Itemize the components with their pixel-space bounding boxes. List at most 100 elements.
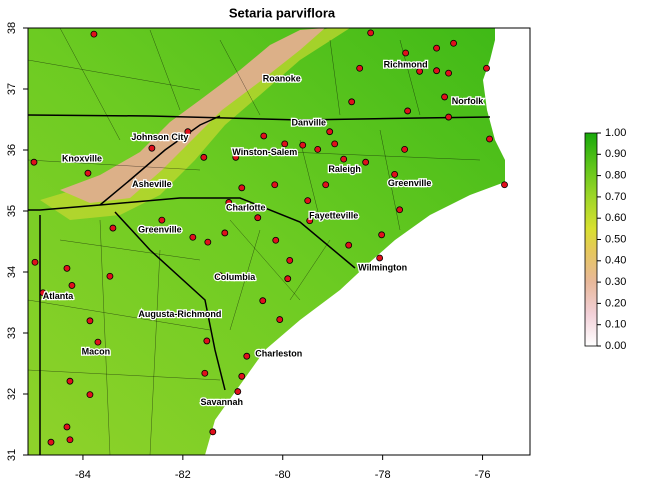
colorbar-tick-label: 0.40 (605, 255, 626, 267)
city-label: Richmond (384, 60, 428, 70)
occurrence-point (391, 170, 399, 178)
occurrence-point (441, 93, 448, 101)
colorbar (584, 132, 598, 347)
y-tick-label: 32 (6, 388, 18, 400)
x-tick-label: -76 (475, 469, 491, 481)
occurrence-point (201, 369, 209, 377)
x-tick-label: -84 (75, 469, 91, 481)
occurrence-point (331, 140, 339, 148)
occurrence-point (238, 372, 246, 380)
occurrence-point (148, 144, 156, 152)
map-title: Setaria parviflora (229, 5, 336, 20)
colorbar-tick-label: 0.20 (605, 297, 626, 309)
x-tick-label: -80 (275, 469, 291, 481)
occurrence-point (86, 391, 94, 399)
city-label: Raleigh (328, 164, 361, 174)
city-label: Columbia (214, 272, 256, 282)
occurrence-point (84, 169, 92, 177)
occurrence-point (433, 67, 440, 75)
occurrence-point (376, 254, 384, 262)
colorbar-tick-label: 1.00 (605, 127, 626, 139)
colorbar-tick-label: 0.30 (605, 276, 626, 288)
occurrence-point (401, 145, 409, 153)
colorbar-tick-label: 0.00 (605, 340, 626, 352)
occurrence-point (209, 428, 217, 436)
occurrence-point (158, 216, 166, 224)
y-tick-label: 37 (6, 83, 18, 95)
occurrence-point (378, 231, 386, 239)
occurrence-point (416, 67, 424, 75)
city-label: Wilmington (358, 263, 407, 273)
city-label: Danville (291, 118, 326, 128)
occurrence-point (501, 181, 508, 189)
occurrence-point (483, 64, 490, 72)
city-label: Macon (82, 346, 111, 356)
occurrence-point (450, 39, 457, 47)
colorbar-tick-label: 0.10 (605, 319, 626, 331)
occurrence-point (322, 181, 330, 189)
colorbar-tick-label: 0.60 (605, 212, 626, 224)
y-tick-label: 31 (6, 449, 18, 461)
city-label: Fayetteville (309, 210, 358, 220)
city-label: Roanoke (263, 74, 301, 84)
city-label: Knoxville (62, 154, 102, 164)
occurrence-point (63, 264, 71, 272)
y-tick-label: 34 (6, 266, 18, 278)
y-tick-label: 33 (6, 327, 18, 339)
occurrence-point (272, 236, 280, 244)
y-tick-label: 36 (6, 144, 18, 156)
occurrence-point (260, 132, 268, 140)
occurrence-point (433, 44, 440, 52)
colorbar-tick-label: 0.50 (605, 233, 626, 245)
occurrence-point (86, 317, 94, 325)
occurrence-point (200, 153, 208, 161)
occurrence-point (47, 438, 55, 446)
occurrence-point (304, 197, 312, 205)
plot-frame (27, 27, 531, 456)
occurrence-point (216, 272, 224, 280)
occurrence-point (184, 128, 192, 136)
occurrence-point (362, 158, 370, 166)
occurrence-point (284, 275, 292, 283)
occurrence-point (445, 69, 452, 77)
occurrence-point (225, 199, 233, 206)
colorbar-tick-label: 0.90 (605, 148, 626, 160)
occurrence-point (66, 436, 74, 444)
x-tick-label: -82 (175, 469, 191, 481)
occurrence-point (402, 49, 410, 57)
colorbar-tick-label: 0.70 (605, 191, 626, 203)
occurrence-point (68, 282, 76, 289)
occurrence-point (286, 257, 294, 264)
occurrence-point (63, 423, 71, 431)
occurrence-point (326, 128, 334, 136)
occurrence-point (367, 29, 375, 37)
city-label: Norfolk (452, 96, 484, 106)
occurrence-point (232, 153, 240, 161)
city-label: Winston-Salem (232, 147, 297, 157)
occurrence-point (340, 155, 348, 163)
occurrence-point (109, 224, 117, 232)
occurrence-point (306, 217, 314, 225)
occurrence-point (348, 98, 356, 106)
occurrence-point (396, 206, 404, 214)
occurrence-point (243, 352, 251, 360)
city-label: Atlanta (43, 291, 74, 301)
occurrence-point (299, 141, 307, 149)
city-label: Greenville (138, 224, 182, 234)
city-label: Asheville (132, 179, 172, 189)
occurrence-point (189, 233, 197, 241)
occurrence-point (204, 238, 212, 246)
city-label: Charleston (255, 349, 302, 359)
occurrence-point (94, 338, 102, 346)
occurrence-point (39, 289, 47, 297)
occurrence-point (276, 316, 284, 323)
occurrence-point (281, 140, 289, 148)
occurrence-point (90, 30, 98, 38)
city-label: Greenville (388, 178, 432, 188)
occurrence-point (203, 337, 211, 345)
occurrence-point (271, 181, 279, 189)
occurrence-point (106, 272, 114, 280)
occurrence-point (445, 113, 452, 121)
occurrence-point (31, 258, 39, 266)
